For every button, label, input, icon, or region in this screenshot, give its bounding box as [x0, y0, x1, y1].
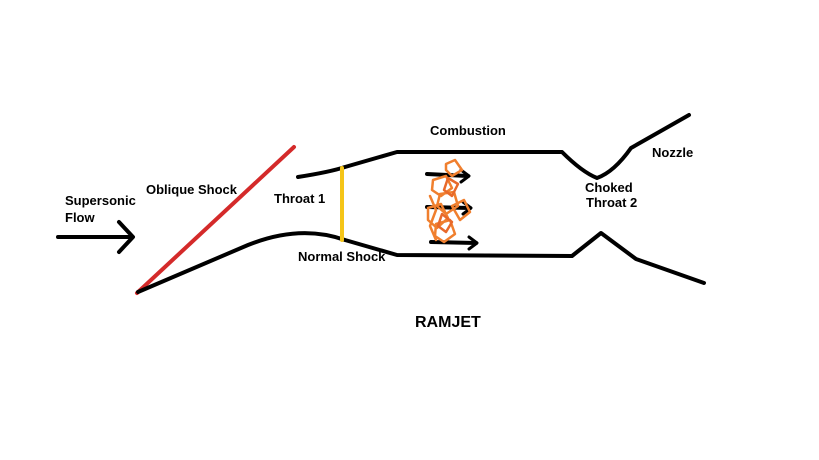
throat-2-label: Throat 2	[586, 195, 637, 210]
supersonic-flow-label-line1: Supersonic	[65, 193, 136, 208]
supersonic-flow-arrow	[56, 220, 135, 254]
oblique-shock-line	[135, 145, 296, 295]
nozzle-label: Nozzle	[652, 145, 693, 160]
diagram-title: RAMJET	[415, 314, 481, 331]
choked-label: Choked	[585, 180, 633, 195]
normal-shock-label: Normal Shock	[298, 249, 386, 264]
combustion-label: Combustion	[430, 123, 506, 138]
lower-wall	[136, 231, 706, 294]
flow-arrow-bottom	[429, 235, 479, 251]
supersonic-flow-label-line2: Flow	[65, 210, 95, 225]
combustion-flame	[426, 158, 472, 244]
oblique-shock-label: Oblique Shock	[146, 182, 238, 197]
upper-wall	[296, 113, 691, 180]
throat-1-label: Throat 1	[274, 191, 325, 206]
flow-arrow-top	[425, 168, 471, 184]
